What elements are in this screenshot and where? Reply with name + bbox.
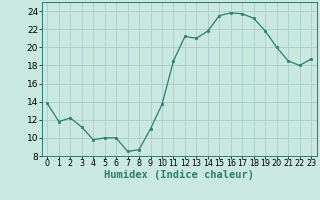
- X-axis label: Humidex (Indice chaleur): Humidex (Indice chaleur): [104, 170, 254, 180]
